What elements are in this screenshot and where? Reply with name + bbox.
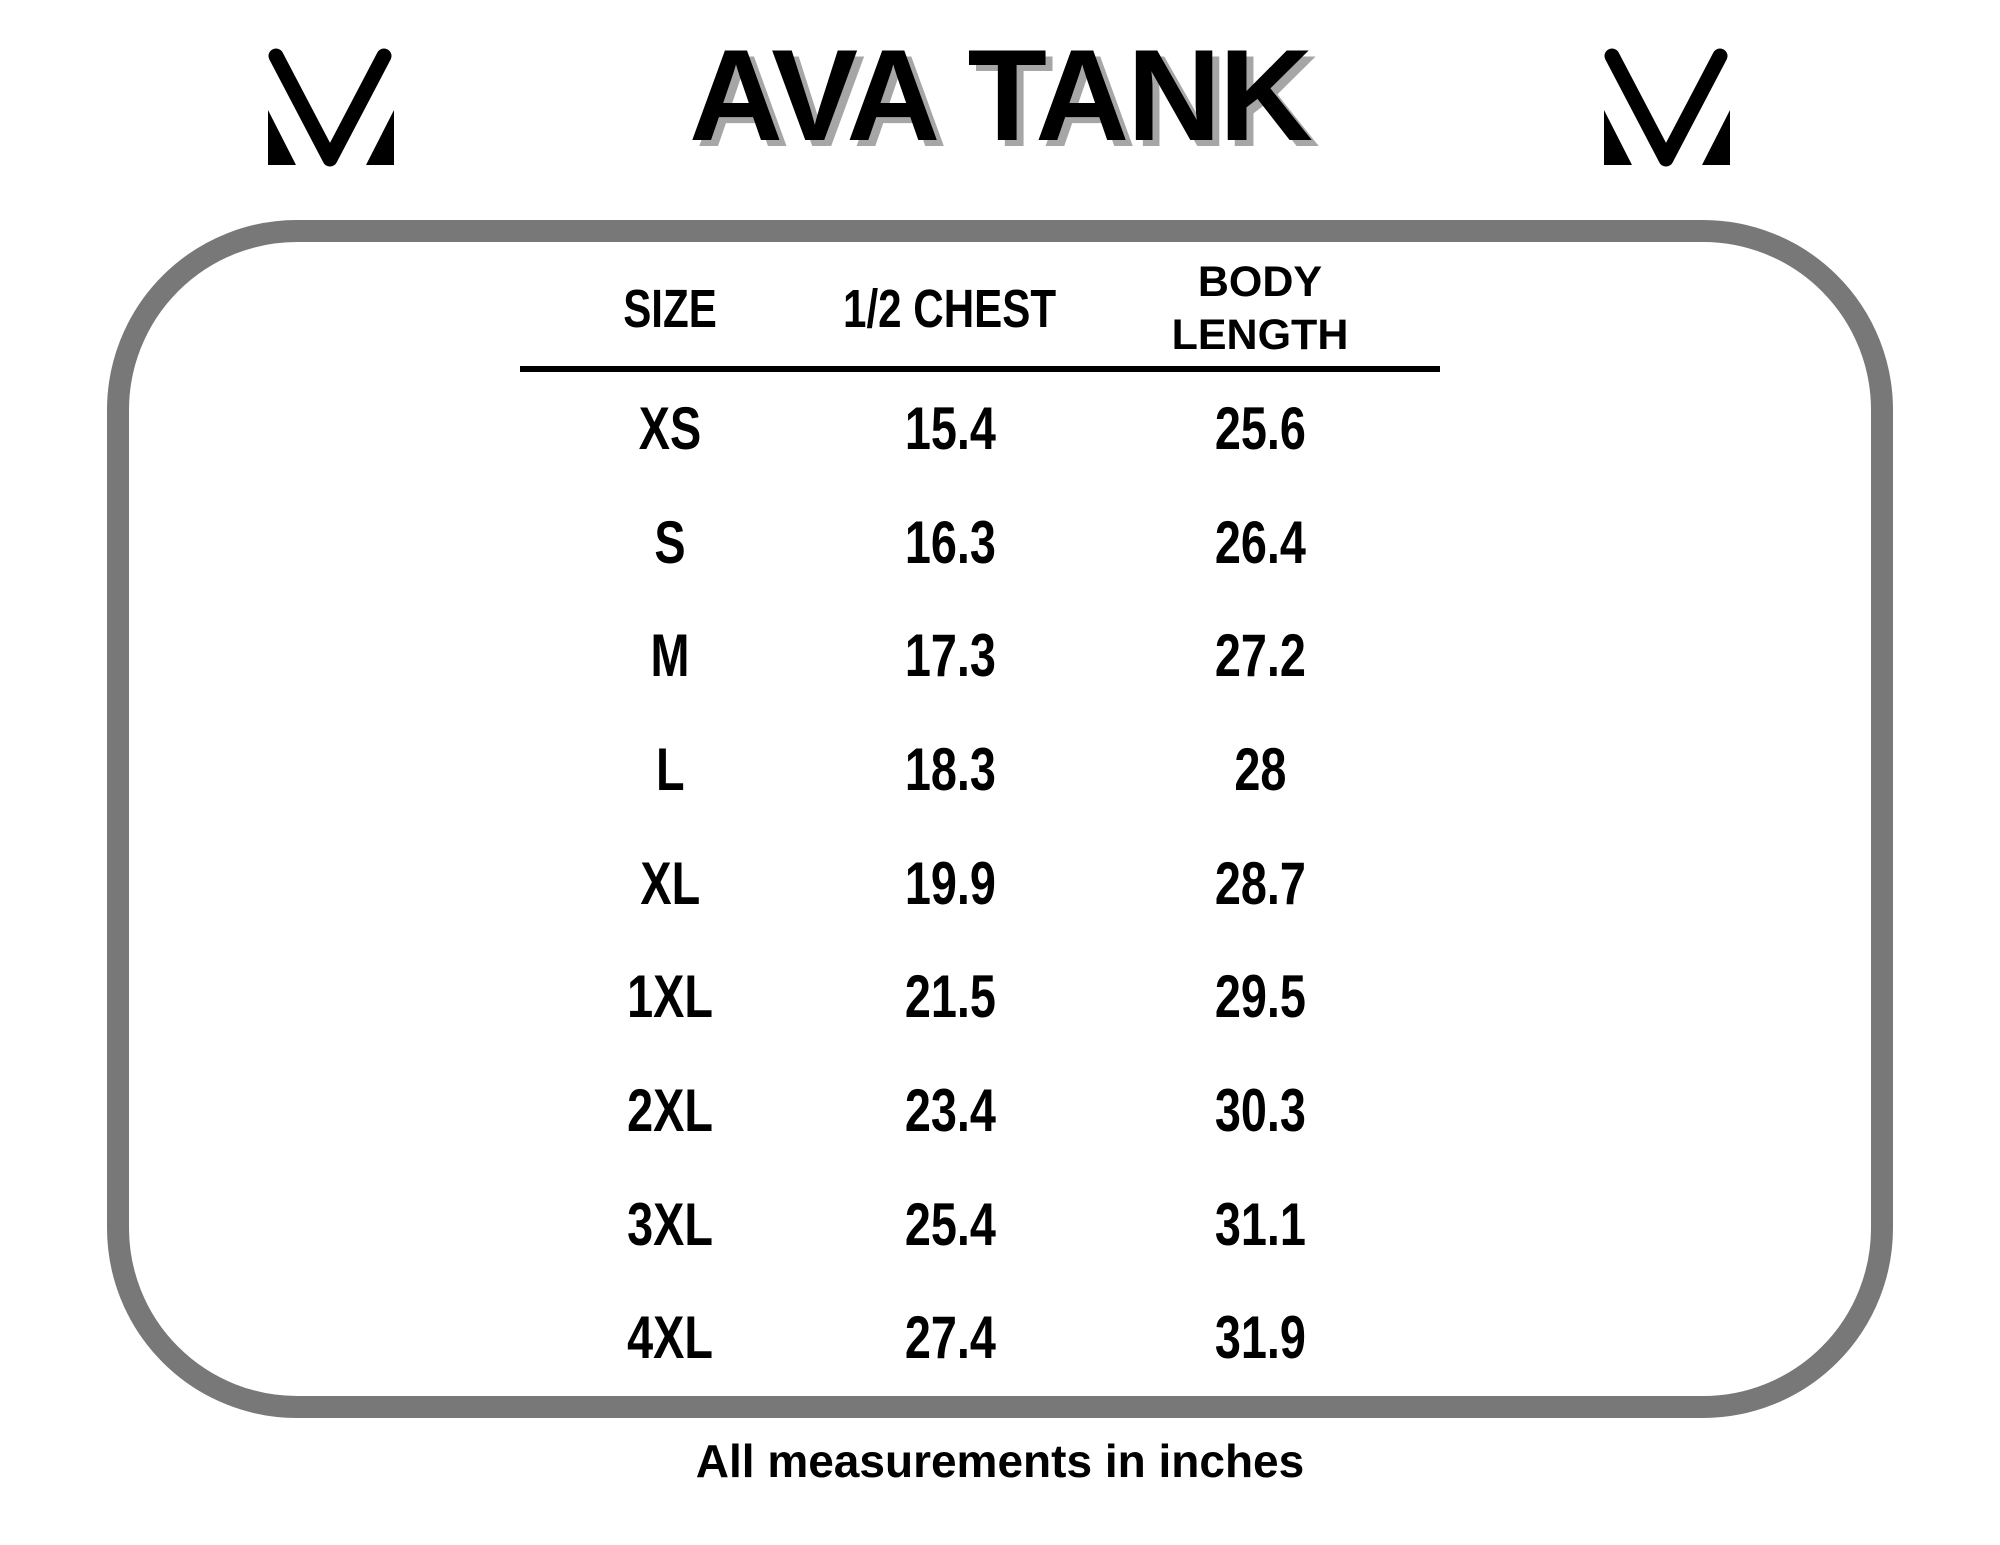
cell-half-chest: 25.4 [904,1190,996,1258]
cell-body-length: 30.3 [1214,1076,1306,1144]
cell-body-length: 26.4 [1214,508,1306,576]
cell-size: L [655,735,685,803]
cell-size: XS [638,394,702,462]
table-row: XS 15.4 25.6 [520,372,1440,486]
cell-size: XL [640,849,700,917]
table-row: XL 19.9 28.7 [520,827,1440,941]
page-title: AVA TANK [689,22,1313,168]
cell-half-chest: 19.9 [904,849,996,917]
cell-size: S [654,508,686,576]
table-row: 2XL 23.4 30.3 [520,1054,1440,1168]
cell-half-chest: 21.5 [904,963,996,1031]
cell-body-length: 28.7 [1214,849,1306,917]
m-monogram-icon [1604,48,1730,167]
table-row: S 16.3 26.4 [520,486,1440,600]
cell-size: M [650,622,690,690]
column-header-half-chest-label: 1/2 CHEST [843,279,1057,339]
m-monogram-icon [268,48,394,167]
cell-size: 4XL [627,1304,713,1372]
cell-half-chest: 17.3 [904,622,996,690]
table-row: 1XL 21.5 29.5 [520,940,1440,1054]
cell-body-length: 29.5 [1214,963,1306,1031]
cell-half-chest: 23.4 [904,1076,996,1144]
cell-body-length: 31.9 [1214,1304,1306,1372]
size-chart-table: SIZE 1/2 CHEST BODY LENGTH XS 15.4 25.6 … [520,252,1440,1395]
cell-body-length: 25.6 [1214,394,1306,462]
cell-size: 2XL [627,1076,713,1144]
measurements-note: All measurements in inches [695,1435,1305,1487]
table-row: 3XL 25.4 31.1 [520,1168,1440,1282]
column-header-body-length: BODY LENGTH [1080,252,1440,366]
cell-half-chest: 16.3 [904,508,996,576]
rounded-border-frame [107,220,1893,1418]
cell-half-chest: 27.4 [904,1304,996,1372]
cell-size: 1XL [627,963,713,1031]
table-row: L 18.3 28 [520,713,1440,827]
cell-half-chest: 18.3 [904,735,996,803]
table-row: M 17.3 27.2 [520,599,1440,713]
cell-body-length: 27.2 [1214,622,1306,690]
table-header-row: SIZE 1/2 CHEST BODY LENGTH [520,252,1440,372]
cell-body-length: 28 [1233,735,1287,803]
column-header-body-length-label: BODY LENGTH [1171,258,1349,359]
table-row: 4XL 27.4 31.9 [520,1282,1440,1396]
column-header-size-label: SIZE [623,279,717,339]
column-header-half-chest: 1/2 CHEST [820,252,1080,366]
cell-body-length: 31.1 [1214,1190,1306,1258]
cell-size: 3XL [627,1190,713,1258]
column-header-size: SIZE [520,252,820,366]
cell-half-chest: 15.4 [904,394,996,462]
